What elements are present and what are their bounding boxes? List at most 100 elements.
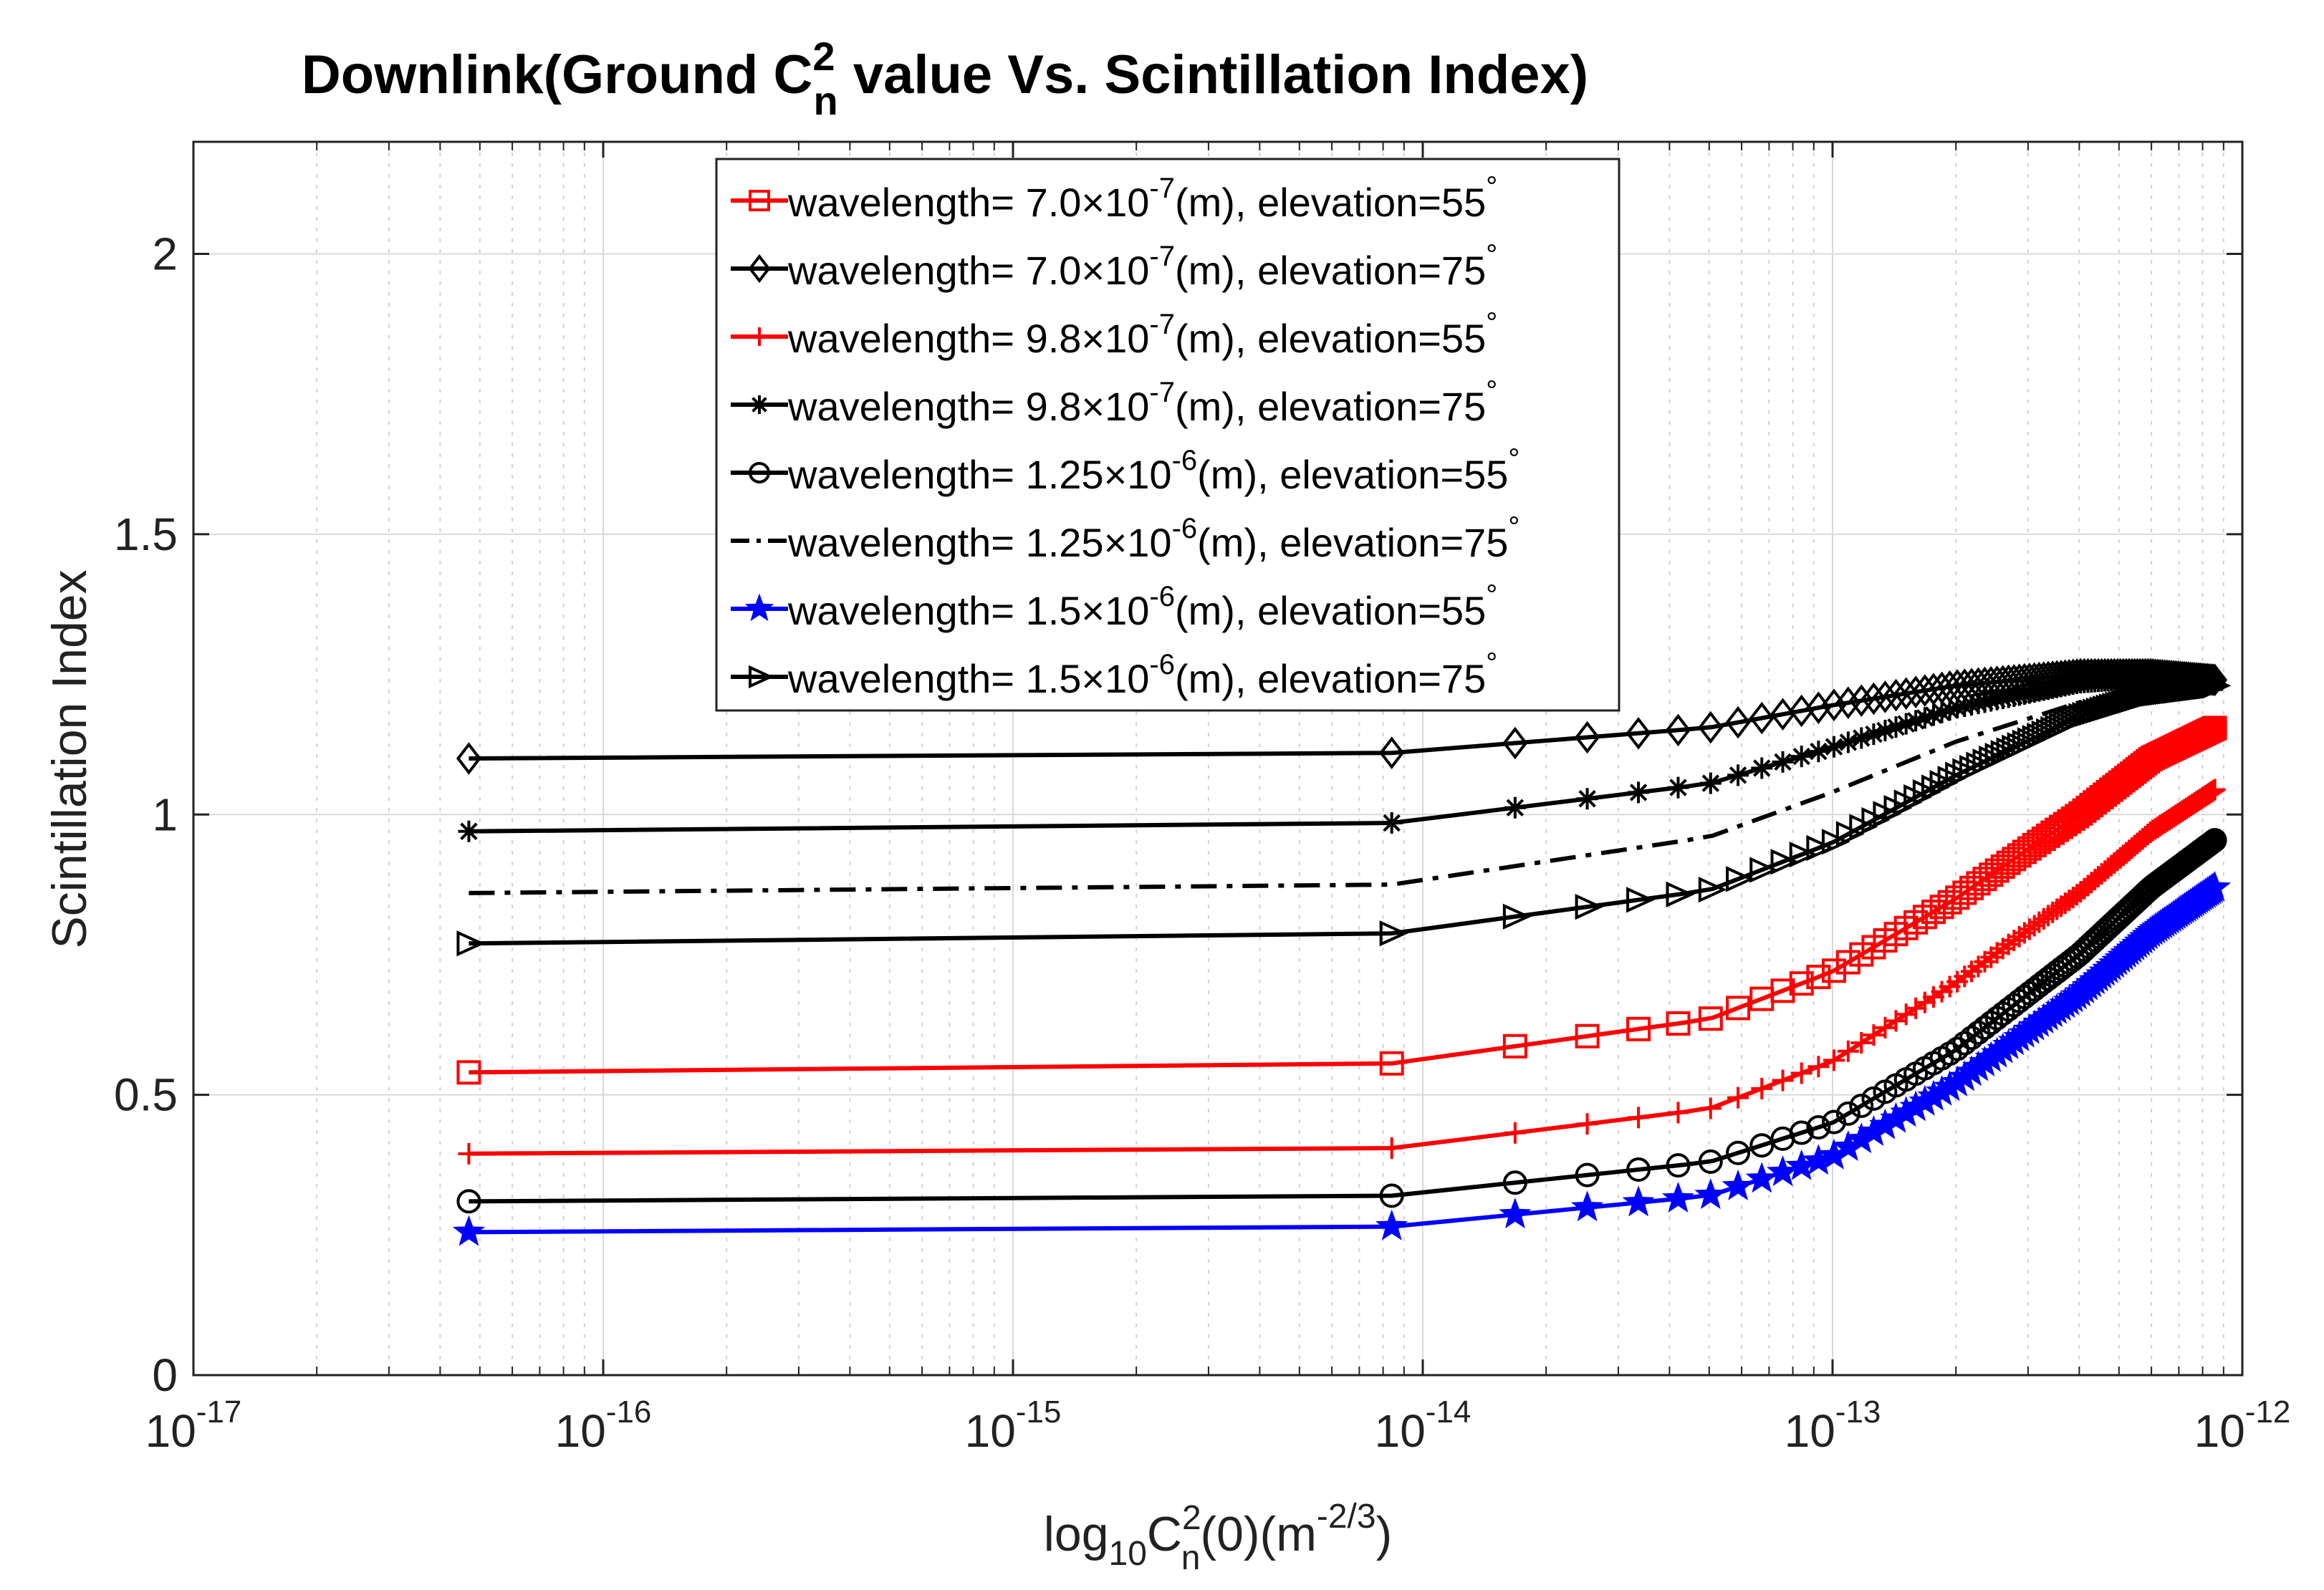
data-point — [1576, 788, 1598, 810]
data-point — [1575, 1162, 1600, 1187]
data-point — [452, 1215, 486, 1246]
data-point — [2202, 716, 2227, 741]
data-point — [1666, 1011, 1691, 1036]
data-point — [1772, 751, 1794, 773]
data-point — [1823, 1049, 1845, 1071]
series-5 — [456, 828, 2227, 1214]
data-point — [1626, 717, 1651, 750]
data-point — [744, 593, 774, 622]
data-point — [1502, 1170, 1527, 1195]
data-point — [1874, 719, 1896, 741]
data-point — [1821, 958, 1846, 983]
data-point — [1790, 746, 1812, 768]
data-point — [1850, 727, 1873, 749]
data-point — [1667, 1102, 1689, 1124]
data-point — [1883, 678, 1909, 712]
data-point — [1914, 991, 1936, 1013]
data-point — [1749, 857, 1779, 883]
data-point — [1727, 764, 1749, 786]
data-point — [1997, 933, 2020, 955]
data-point — [456, 930, 486, 957]
data-point — [1628, 1107, 1650, 1129]
data-point — [1570, 1190, 1604, 1222]
x-tick-label: 10-16 — [555, 1394, 652, 1457]
data-point — [1835, 950, 1860, 975]
x-axis-label: log10C2 n(0)(m-2/3) — [1044, 1498, 1392, 1577]
data-point — [1850, 1032, 1873, 1054]
y-tick-label: 0.5 — [114, 1069, 178, 1121]
data-point — [1860, 682, 1886, 716]
data-point — [1749, 1133, 1775, 1158]
series-7 — [452, 870, 2232, 1246]
data-point — [1807, 1056, 1830, 1078]
data-point — [1751, 1077, 1773, 1099]
data-point — [749, 190, 770, 211]
data-point — [1726, 996, 1751, 1021]
legend-label: wavelength= 9.8×10-7(m), elevation=55° — [787, 307, 1497, 361]
data-point — [1379, 736, 1405, 769]
data-point — [1806, 834, 1835, 862]
chart-title: Downlink(Ground C2 n value Vs. Scintillat… — [302, 34, 1588, 123]
data-point — [1725, 705, 1751, 739]
data-point — [1972, 867, 1997, 892]
x-tick-label: 10-14 — [1375, 1394, 1471, 1457]
data-point — [456, 1060, 481, 1085]
legend-label: wavelength= 1.5×10-6(m), elevation=55° — [787, 579, 1497, 633]
data-point — [1698, 710, 1724, 744]
data-point — [1751, 757, 1773, 779]
y-tick-label: 1.5 — [114, 509, 178, 560]
data-point — [458, 820, 480, 842]
data-point — [1698, 1006, 1723, 1031]
data-point — [1745, 1162, 1778, 1193]
data-point — [1622, 1185, 1655, 1217]
legend-item: wavelength= 1.5×10-6(m), elevation=75° — [731, 647, 1497, 701]
legend-item: wavelength= 1.25×10-6(m), elevation=55° — [731, 443, 1519, 497]
data-point — [1698, 1149, 1723, 1174]
data-point — [1504, 1122, 1526, 1144]
data-point — [1905, 710, 1927, 732]
data-point — [1789, 971, 1814, 996]
data-point — [1575, 893, 1604, 920]
legend-label: wavelength= 7.0×10-7(m), elevation=55° — [787, 171, 1497, 225]
data-point — [2198, 870, 2232, 902]
y-axis-label: Scintillation Index — [42, 569, 97, 948]
data-point — [2202, 828, 2227, 853]
data-point — [1874, 1016, 1896, 1039]
data-point — [1381, 812, 1403, 834]
data-point — [748, 254, 771, 284]
data-point — [1923, 704, 1944, 726]
data-point — [1699, 772, 1722, 794]
data-point — [1502, 1034, 1527, 1059]
data-point — [1661, 1181, 1695, 1213]
data-point — [1885, 716, 1907, 738]
data-point — [1726, 866, 1754, 892]
data-point — [1502, 726, 1528, 760]
data-point — [1379, 1183, 1404, 1208]
y-tick-label: 2 — [152, 228, 178, 280]
legend-item: wavelength= 1.25×10-6(m), elevation=75° — [731, 511, 1519, 565]
data-point — [1789, 842, 1818, 868]
x-tick-label: 10-17 — [145, 1394, 242, 1457]
data-point — [1835, 1101, 1860, 1126]
legend-box — [715, 158, 1620, 712]
legend-item: wavelength= 9.8×10-7(m), elevation=75° — [731, 375, 1497, 429]
data-point — [1575, 1023, 1600, 1049]
data-point — [1379, 1051, 1404, 1076]
legend-item: wavelength= 7.0×10-7(m), elevation=55° — [731, 171, 1497, 225]
data-point — [1766, 1155, 1800, 1187]
data-point — [1821, 1109, 1846, 1134]
data-point — [1772, 1069, 1794, 1092]
data-point — [1966, 871, 1991, 896]
x-tick-label: 10-12 — [2194, 1394, 2291, 1457]
data-point — [1931, 701, 1953, 723]
data-point — [1821, 688, 1847, 722]
data-point — [1863, 1024, 1885, 1046]
data-point — [1914, 707, 1936, 729]
data-point — [1575, 721, 1600, 754]
data-point — [1895, 713, 1917, 735]
data-point — [1727, 1086, 1749, 1109]
data-point — [1835, 686, 1861, 719]
data-point — [1379, 920, 1408, 947]
data-point — [1821, 829, 1850, 855]
data-point — [1837, 1040, 1859, 1062]
